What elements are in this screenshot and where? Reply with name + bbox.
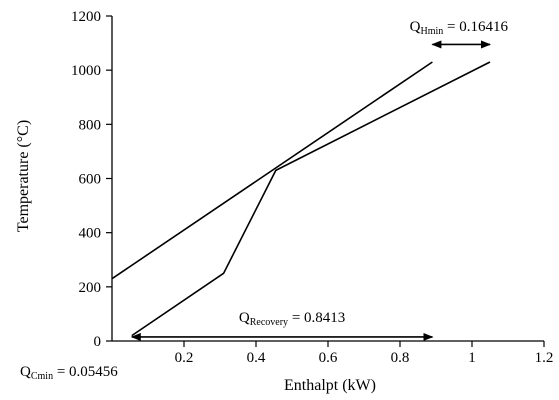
y-tick-label: 800 — [79, 117, 102, 133]
x-tick-label: 0.6 — [319, 350, 338, 366]
y-tick-label: 600 — [79, 172, 102, 188]
x-tick-label: 0.4 — [247, 350, 266, 366]
annotation-value: = 0.8413 — [288, 310, 345, 326]
y-tick-label: 1200 — [71, 9, 101, 25]
y-tick-label: 1000 — [71, 63, 101, 79]
x-tick-label: 0.2 — [175, 350, 194, 366]
annotation-value: = 0.05456 — [53, 364, 118, 380]
hot-composite-line — [111, 61, 433, 280]
y-tick-label: 400 — [79, 226, 102, 242]
annotation-value: = 0.16416 — [443, 19, 508, 35]
annotation-label-cmin: QCmin = 0.05456 — [20, 364, 118, 382]
x-tick-label: 1 — [468, 350, 476, 366]
annotation-subscript: Hmin — [421, 26, 444, 37]
annotation-prefix: Q — [20, 364, 31, 380]
x-axis-label: Enthalpt (kW) — [284, 377, 376, 394]
annotation-subscript: Cmin — [31, 371, 53, 382]
annotation-subscript: Recovery — [250, 317, 288, 328]
y-tick-label: 200 — [79, 280, 102, 296]
annotation-prefix: Q — [410, 19, 421, 35]
y-axis-label: Temperature (°C) — [15, 120, 32, 232]
annotation-prefix: Q — [239, 310, 250, 326]
series-group — [111, 61, 491, 337]
x-tick-label: 1.2 — [535, 350, 554, 366]
axes: 0 200 400 600 800 1000 1200 0.2 0.4 0.6 0.8 1 1.2 — [71, 9, 553, 366]
y-tick-label: 0 — [94, 334, 102, 350]
x-tick-label: 0.8 — [391, 350, 410, 366]
annotation-label-hmin: QHmin = 0.16416 — [410, 19, 509, 37]
cold-composite-line — [131, 61, 491, 337]
annotation-label-recovery: QRecovery = 0.8413 — [239, 310, 345, 328]
